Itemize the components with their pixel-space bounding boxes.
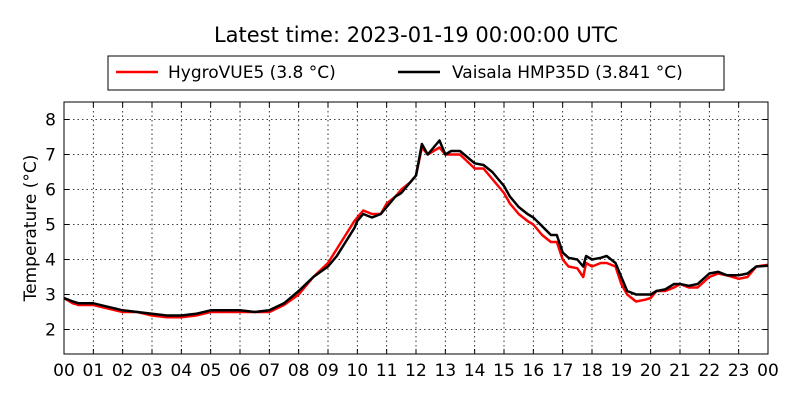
x-tick-label: 23 [728, 361, 750, 381]
x-tick-label: 03 [141, 361, 163, 381]
x-tick-label: 08 [288, 361, 310, 381]
y-tick-label: 4 [45, 251, 56, 271]
x-tick-label: 17 [552, 361, 574, 381]
y-tick-label: 2 [45, 321, 56, 341]
x-tick-label: 02 [112, 361, 134, 381]
legend: HygroVUE5 (3.8 °C) Vaisala HMP35D (3.841… [107, 55, 725, 91]
x-tick-label: 10 [347, 361, 369, 381]
x-axis: 00 01 02 03 04 05 06 07 08 09 10 11 12 13 14 15 16 17 18 19… [53, 102, 779, 381]
x-tick-label: 05 [200, 361, 222, 381]
x-tick-label: 16 [523, 361, 545, 381]
x-tick-label: 04 [171, 361, 193, 381]
x-tick-label: 14 [464, 361, 486, 381]
x-tick-label: 13 [435, 361, 457, 381]
legend-label-vaisala: Vaisala HMP35D (3.841 °C) [452, 63, 683, 83]
series-line-hygrovue5 [63, 146, 769, 319]
x-tick-label: 01 [83, 361, 105, 381]
chart-title: Latest time: 2023-01-19 00:00:00 UTC [214, 23, 618, 47]
x-tick-label: 18 [581, 361, 603, 381]
legend-label-hygrovue5: HygroVUE5 (3.8 °C) [168, 63, 336, 83]
y-tick-label: 3 [45, 286, 56, 306]
y-tick-label: 5 [45, 216, 56, 236]
series-line-vaisala [63, 139, 769, 317]
grid [64, 102, 768, 354]
x-tick-label: 00 [757, 361, 779, 381]
y-tick-label: 8 [45, 111, 56, 131]
x-tick-label: 11 [376, 361, 398, 381]
x-tick-label: 15 [493, 361, 515, 381]
x-tick-label: 12 [405, 361, 427, 381]
x-tick-label: 20 [640, 361, 662, 381]
x-tick-label: 21 [669, 361, 691, 381]
y-tick-label: 6 [45, 181, 56, 201]
x-tick-label: 06 [229, 361, 251, 381]
x-tick-label: 22 [699, 361, 721, 381]
y-axis-label: Temperature (°C) [21, 155, 41, 303]
x-tick-label: 19 [611, 361, 633, 381]
x-tick-label: 00 [53, 361, 75, 381]
x-tick-label: 07 [259, 361, 281, 381]
y-axis: 2 3 4 5 6 7 8 [45, 111, 768, 341]
series-group [63, 139, 769, 319]
x-tick-label: 09 [317, 361, 339, 381]
y-tick-label: 7 [45, 146, 56, 166]
